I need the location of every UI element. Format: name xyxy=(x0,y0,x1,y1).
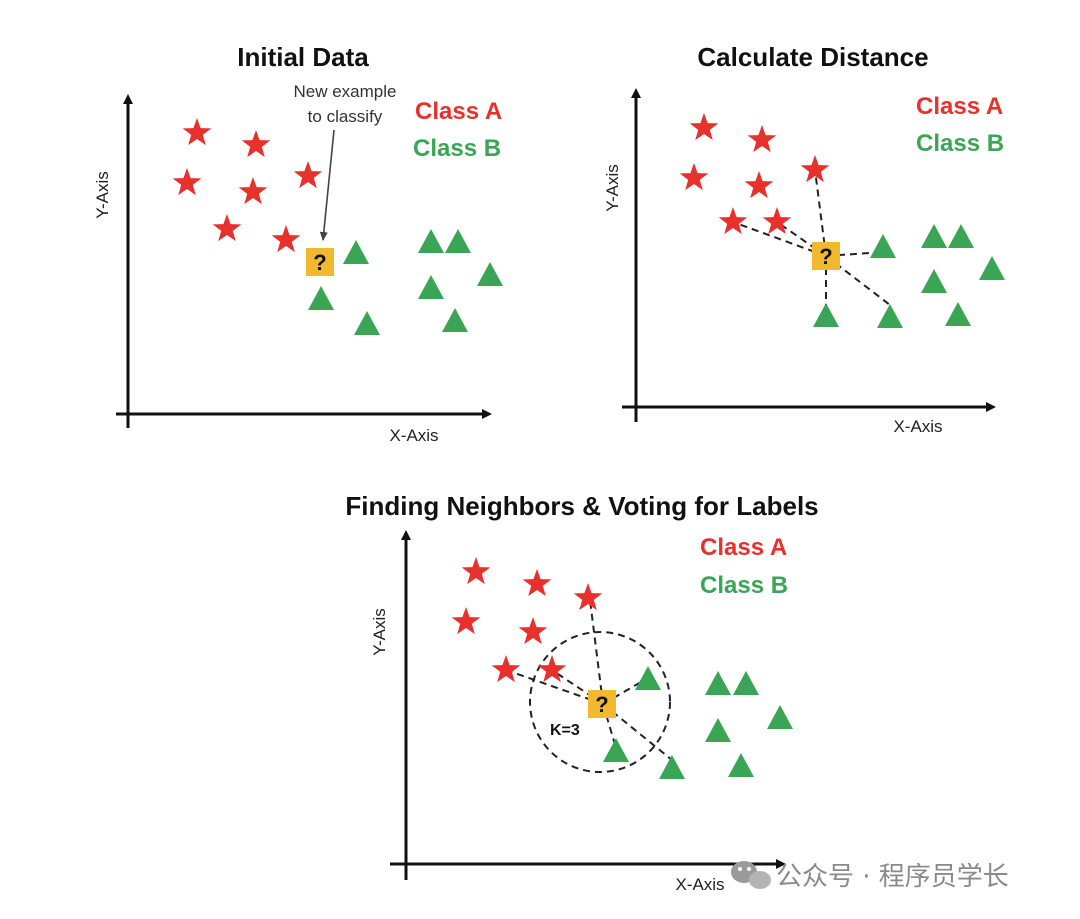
class-a-points xyxy=(679,113,830,235)
class-b-triangle xyxy=(705,671,731,695)
class-a-star xyxy=(762,207,792,235)
distance-line xyxy=(732,221,827,257)
class-a-star xyxy=(182,118,212,146)
k-neighborhood-circle xyxy=(529,631,671,773)
class-b-triangle xyxy=(418,229,444,253)
query-mark: ? xyxy=(313,250,326,275)
legend-class-a: Class A xyxy=(415,98,502,125)
annotation-line-1: New example xyxy=(294,82,397,101)
legend-class-a: Class A xyxy=(916,93,1003,120)
class-a-star xyxy=(573,583,603,611)
panel-title: Calculate Distance xyxy=(697,42,928,72)
class-a-star xyxy=(522,569,552,597)
class-b-points xyxy=(813,224,1005,328)
class-b-triangle xyxy=(354,311,380,335)
class-a-star xyxy=(537,655,567,683)
panel-calculate-distance: Calculate Distance X-Axis Y-Axis Class A… xyxy=(603,42,1005,436)
y-axis-label: Y-Axis xyxy=(603,164,622,212)
class-b-triangle xyxy=(603,738,629,762)
class-b-triangle xyxy=(445,229,471,253)
distance-line xyxy=(505,669,604,705)
query-point: ? xyxy=(588,690,616,718)
annotation-line-2: to classify xyxy=(308,107,383,126)
y-axis-label: Y-Axis xyxy=(93,171,112,219)
class-b-triangle xyxy=(343,240,369,264)
class-b-triangle xyxy=(635,666,661,690)
query-point: ? xyxy=(812,242,840,270)
k-value-label: K=3 xyxy=(550,722,580,739)
legend-class-b: Class B xyxy=(413,135,501,162)
class-a-points xyxy=(172,118,323,253)
class-a-star xyxy=(241,130,271,158)
annotation-arrow xyxy=(319,129,335,241)
class-b-triangle xyxy=(418,275,444,299)
class-b-triangle xyxy=(308,286,334,310)
distance-line xyxy=(589,599,604,705)
panel-title: Initial Data xyxy=(237,42,369,72)
query-box xyxy=(306,248,334,276)
legend-class-b: Class B xyxy=(700,572,788,599)
x-axis-label: X-Axis xyxy=(675,875,724,894)
distance-line xyxy=(551,669,604,705)
class-b-triangle xyxy=(945,302,971,326)
class-b-triangle xyxy=(870,234,896,258)
class-b-triangle xyxy=(979,256,1005,280)
class-b-triangle xyxy=(705,718,731,742)
wechat-icon xyxy=(731,861,771,889)
distance-line xyxy=(776,221,827,257)
class-a-star xyxy=(238,177,268,205)
class-b-triangle xyxy=(442,308,468,332)
class-b-triangle xyxy=(477,262,503,286)
class-b-points xyxy=(603,666,793,779)
query-point: ? xyxy=(306,248,334,276)
distance-line xyxy=(602,677,649,705)
panel-finding-neighbors: Finding Neighbors & Voting for Labels X-… xyxy=(345,491,818,894)
class-a-star xyxy=(172,168,202,196)
distance-line xyxy=(814,169,827,257)
query-box xyxy=(588,690,616,718)
panel-title: Finding Neighbors & Voting for Labels xyxy=(345,491,818,521)
watermark: 公众号 · 程序员学长 xyxy=(731,861,1009,892)
class-b-triangle xyxy=(733,671,759,695)
class-b-triangle xyxy=(877,304,903,328)
query-box xyxy=(812,242,840,270)
class-a-star xyxy=(744,171,774,199)
class-a-star xyxy=(689,113,719,141)
query-mark: ? xyxy=(595,692,608,717)
x-axis-label: X-Axis xyxy=(389,426,438,445)
legend-class-b: Class B xyxy=(916,130,1004,157)
distance-line xyxy=(602,703,617,749)
legend-class-a: Class A xyxy=(700,534,787,561)
class-a-star xyxy=(451,607,481,635)
class-a-star xyxy=(491,655,521,683)
watermark-text: 公众号 · 程序员学长 xyxy=(776,862,1009,892)
class-a-star xyxy=(461,557,491,585)
class-a-star xyxy=(518,617,548,645)
class-b-triangle xyxy=(813,303,839,327)
class-b-triangle xyxy=(659,755,685,779)
class-b-triangle xyxy=(948,224,974,248)
class-b-triangle xyxy=(767,705,793,729)
class-a-star xyxy=(800,155,830,183)
x-axis-label: X-Axis xyxy=(893,417,942,436)
class-b-triangle xyxy=(921,224,947,248)
panel-initial-data: Initial Data X-Axis Y-Axis Class A Class… xyxy=(93,42,503,445)
y-axis-label: Y-Axis xyxy=(370,608,389,656)
class-a-star xyxy=(679,163,709,191)
class-a-points xyxy=(451,557,603,683)
class-a-star xyxy=(293,161,323,189)
class-b-triangle xyxy=(921,269,947,293)
query-mark: ? xyxy=(819,244,832,269)
class-a-star xyxy=(212,214,242,242)
class-b-points xyxy=(308,229,503,335)
class-a-star xyxy=(718,207,748,235)
class-b-triangle xyxy=(728,753,754,777)
class-a-star xyxy=(747,125,777,153)
distance-line xyxy=(825,251,884,257)
class-a-star xyxy=(271,225,301,253)
